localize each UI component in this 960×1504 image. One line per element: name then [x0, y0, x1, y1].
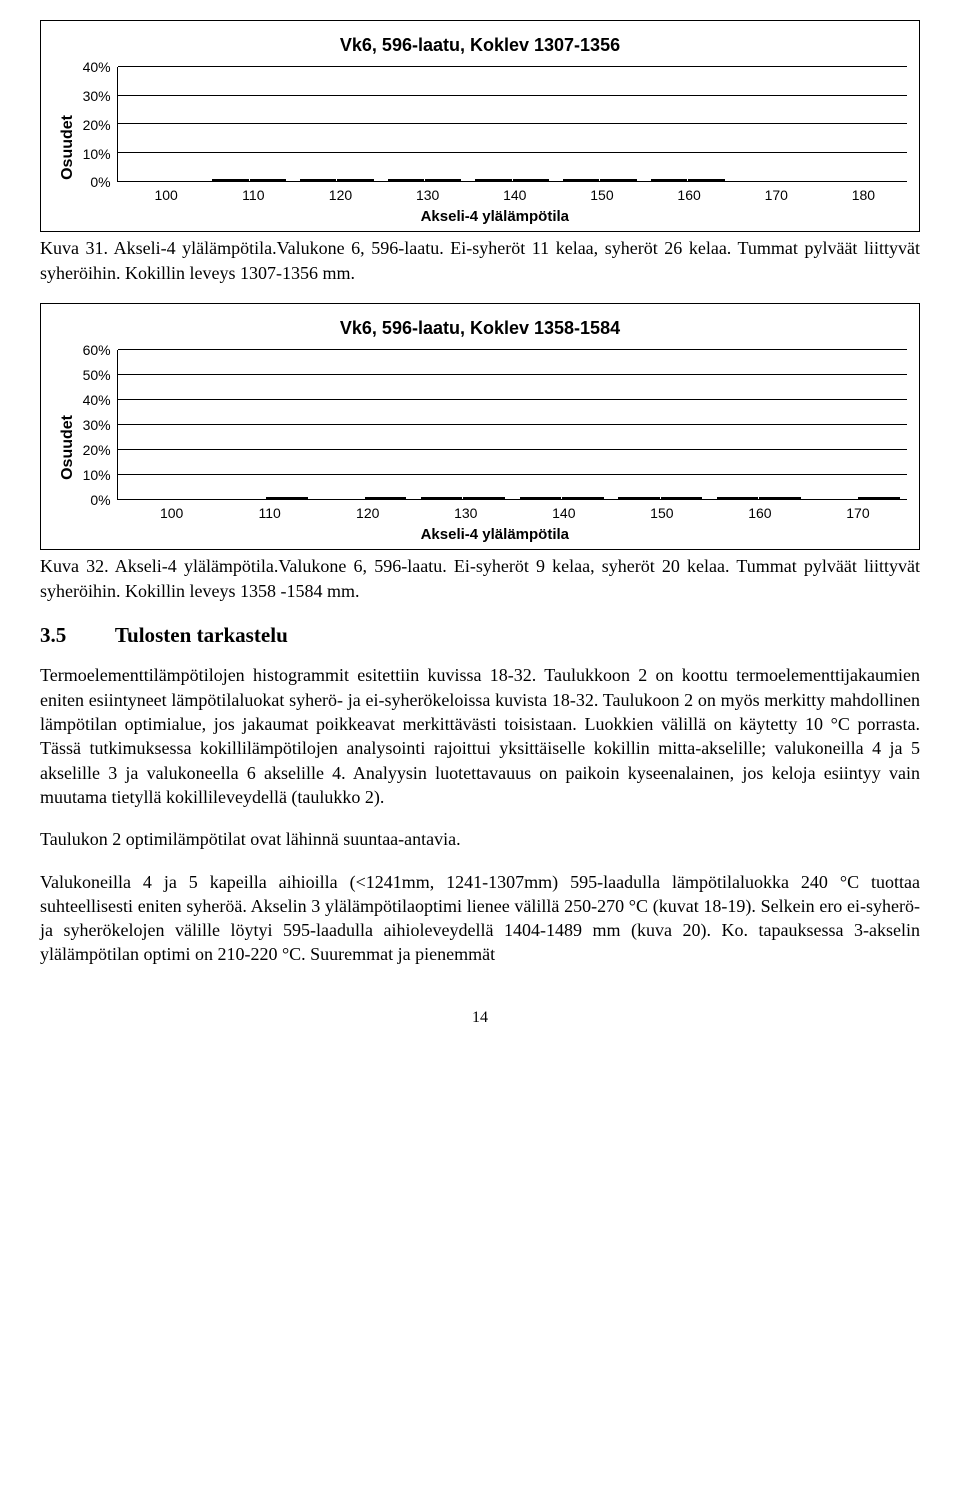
bar-series-b	[858, 497, 900, 499]
chart-1-ylabel: Osuudet	[53, 115, 83, 180]
gridline	[118, 95, 907, 96]
bar-group	[381, 179, 469, 181]
xtick-label: 140	[471, 186, 558, 205]
chart-1-body: Osuudet 40%30%20%10%0% 10011012013014015…	[53, 67, 907, 227]
xtick-label: 100	[123, 186, 210, 205]
bar-series-b	[365, 497, 407, 499]
body-para-2: Taulukon 2 optimilämpötilat ovat lähinnä…	[40, 827, 920, 851]
chart-2-xticks: 100110120130140150160170	[123, 504, 907, 523]
bar-group	[315, 497, 414, 499]
body-para-3: Valukoneilla 4 ja 5 kapeilla aihioilla (…	[40, 870, 920, 967]
bar-series-a	[475, 179, 511, 181]
bar-series-b	[600, 179, 636, 181]
body-para-1: Termoelementtilämpötilojen histogrammit …	[40, 663, 920, 809]
xtick-label: 120	[297, 186, 384, 205]
bar-group	[512, 497, 611, 499]
bar-group	[644, 179, 732, 181]
xtick-label: 120	[319, 504, 417, 523]
chart-2-xlabel: Akseli-4 ylälämpötila	[83, 525, 907, 545]
bar-group	[216, 497, 315, 499]
chart-1-xticks: 100110120130140150160170180	[123, 186, 907, 205]
section-number: 3.5	[40, 621, 110, 649]
bar-series-b	[425, 179, 461, 181]
page-number: 14	[40, 1007, 920, 1029]
bar-series-b	[513, 179, 549, 181]
gridline	[118, 449, 907, 450]
chart-2-xticks-row: 100110120130140150160170	[83, 504, 907, 523]
chart-2-ylabel: Osuudet	[53, 415, 83, 480]
gridline	[118, 399, 907, 400]
gridline	[118, 123, 907, 124]
chart-2-plot-area	[117, 350, 907, 500]
xtick-label: 150	[558, 186, 645, 205]
bar-series-a	[717, 497, 759, 499]
bar-series-b	[337, 179, 373, 181]
xtick-label: 160	[711, 504, 809, 523]
bar-series-a	[520, 497, 562, 499]
bar-series-b	[250, 179, 286, 181]
caption-kuva-32: Kuva 32. Akseli-4 ylälämpötila.Valukone …	[40, 554, 920, 603]
gridline	[118, 152, 907, 153]
bar-series-b	[661, 497, 703, 499]
bar-group	[808, 497, 907, 499]
bar-series-a	[300, 179, 336, 181]
chart-1: Vk6, 596-laatu, Koklev 1307-1356 Osuudet…	[40, 20, 920, 232]
bar-group	[414, 497, 513, 499]
xtick-label: 100	[123, 504, 221, 523]
bar-group	[710, 497, 809, 499]
bar-series-a	[651, 179, 687, 181]
bar-group	[611, 497, 710, 499]
chart-1-bars	[118, 67, 907, 181]
bar-series-a	[212, 179, 248, 181]
bar-series-b	[759, 497, 801, 499]
section-title: Tulosten tarkastelu	[115, 623, 288, 647]
chart-1-plot-area	[117, 67, 907, 182]
chart-2-yticks: 60%50%40%30%20%10%0%	[83, 350, 117, 500]
gridline	[118, 474, 907, 475]
xtick-label: 110	[221, 504, 319, 523]
gridline	[118, 424, 907, 425]
xtick-label: 170	[809, 504, 907, 523]
gridline	[118, 349, 907, 350]
bar-series-b	[266, 497, 308, 499]
gridline	[118, 374, 907, 375]
bar-series-b	[688, 179, 724, 181]
xtick-label: 180	[820, 186, 907, 205]
bar-group	[205, 179, 293, 181]
xtick-label: 140	[515, 504, 613, 523]
bar-group	[293, 179, 381, 181]
bar-series-a	[388, 179, 424, 181]
chart-1-yticks: 40%30%20%10%0%	[83, 67, 117, 182]
bar-series-a	[421, 497, 463, 499]
bar-series-a	[563, 179, 599, 181]
chart-1-xticks-row: 100110120130140150160170180	[83, 186, 907, 205]
chart-1-xlabel: Akseli-4 ylälämpötila	[83, 207, 907, 227]
xtick-label: 170	[733, 186, 820, 205]
chart-2-bars	[118, 350, 907, 499]
bar-group	[556, 179, 644, 181]
gridline	[118, 66, 907, 67]
bar-series-b	[463, 497, 505, 499]
xtick-label: 160	[646, 186, 733, 205]
xtick-label: 150	[613, 504, 711, 523]
xtick-label: 110	[210, 186, 297, 205]
bar-series-a	[618, 497, 660, 499]
chart-2-title: Vk6, 596-laatu, Koklev 1358-1584	[53, 316, 907, 340]
bar-group	[468, 179, 556, 181]
caption-kuva-31: Kuva 31. Akseli-4 ylälämpötila.Valukone …	[40, 236, 920, 285]
chart-2-body: Osuudet 60%50%40%30%20%10%0% 10011012013…	[53, 350, 907, 545]
xtick-label: 130	[417, 504, 515, 523]
chart-1-title: Vk6, 596-laatu, Koklev 1307-1356	[53, 33, 907, 57]
xtick-label: 130	[384, 186, 471, 205]
bar-series-b	[562, 497, 604, 499]
chart-2: Vk6, 596-laatu, Koklev 1358-1584 Osuudet…	[40, 303, 920, 550]
section-heading: 3.5 Tulosten tarkastelu	[40, 621, 920, 649]
